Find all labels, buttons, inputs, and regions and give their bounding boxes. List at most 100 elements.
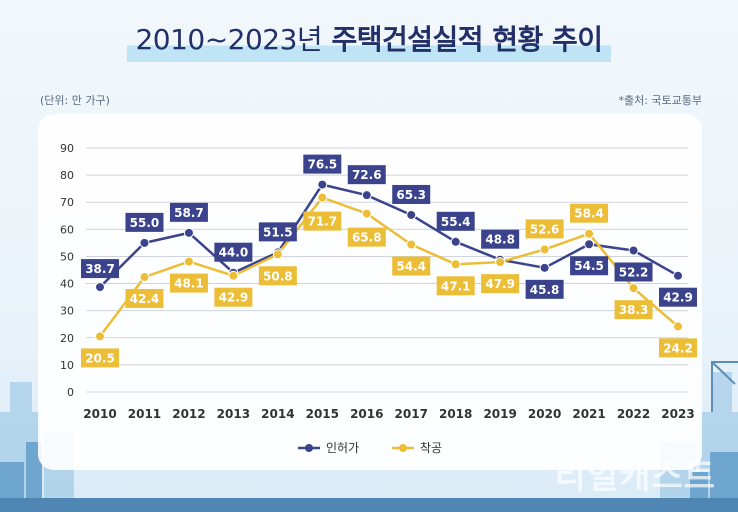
data-label-box [258, 266, 297, 286]
x-tick-label: 2022 [617, 407, 650, 421]
x-tick-label: 2013 [217, 407, 250, 421]
y-tick-label: 40 [60, 278, 74, 291]
data-point-start [584, 228, 595, 239]
data-label-box [347, 165, 386, 185]
x-tick-label: 2018 [439, 407, 472, 421]
data-point-start [183, 256, 194, 267]
data-label-text: 58.7 [174, 206, 204, 220]
data-label-start: 24.2 [659, 338, 697, 358]
data-point-permit [673, 270, 683, 281]
data-point-start [95, 331, 105, 342]
data-label-permit: 55.4 [436, 211, 475, 231]
data-point-start [228, 270, 239, 281]
data-point-start [673, 321, 683, 332]
legend-label: 착공 [420, 441, 442, 455]
line-chart: 0 10 20 30 40 50 60 70 80 90 2010 2011 2012 2013 2014 2… [60, 142, 697, 455]
data-label-text: 55.0 [130, 216, 160, 230]
data-label-box [392, 256, 431, 276]
chart-title: 2010~2023년 주택건설실적 현황 추이 [0, 18, 738, 62]
chart-panel: 0 10 20 30 40 50 60 70 80 90 2010 2011 2012 2013 2014 2… [38, 114, 702, 470]
data-point-permit [628, 245, 639, 256]
data-label-box [81, 259, 119, 279]
data-point-permit [361, 190, 372, 201]
data-label-text: 71.7 [308, 215, 338, 229]
data-label-start: 47.9 [481, 274, 520, 294]
data-label-text: 54.5 [574, 259, 604, 273]
x-tick-label: 2011 [128, 407, 161, 421]
x-tick-label: 2010 [83, 407, 116, 421]
y-tick-label: 10 [60, 359, 74, 372]
data-label-text: 54.4 [396, 260, 426, 274]
data-label-box [481, 229, 520, 249]
data-label-permit: 54.5 [570, 256, 609, 276]
data-label-start: 54.4 [392, 256, 431, 276]
data-label-permit: 48.8 [481, 229, 520, 249]
data-label-permit: 58.7 [169, 202, 208, 222]
y-tick-label: 60 [60, 223, 74, 236]
data-label-box [614, 300, 653, 320]
legend-swatch-dot [399, 444, 407, 452]
series-line-permit [99, 183, 679, 288]
series-line-start [98, 196, 679, 338]
data-label-box [570, 203, 609, 223]
data-label-text: 48.8 [485, 233, 515, 247]
data-point-permit [317, 179, 328, 190]
data-point-permit [539, 262, 550, 273]
data-label-permit: 72.6 [347, 165, 386, 185]
data-label-box [436, 211, 475, 231]
data-label-text: 42.4 [130, 292, 160, 306]
data-label-text: 76.5 [308, 158, 338, 172]
data-point-start [450, 259, 461, 270]
watermark-logo: 리얼캐스트 [554, 457, 716, 497]
title-period: 2010~2023년 [135, 23, 323, 56]
data-label-permit: 65.3 [392, 184, 431, 204]
data-label-box [570, 256, 609, 276]
data-label-box [525, 219, 564, 239]
data-point-permit [139, 237, 150, 248]
data-label-start: 65.8 [347, 227, 386, 247]
data-label-start: 52.6 [525, 219, 564, 239]
x-tick-label: 2015 [306, 407, 339, 421]
x-tick-label: 2021 [572, 407, 605, 421]
data-point-start [139, 272, 150, 283]
data-label-text: 24.2 [663, 341, 693, 355]
data-label-text: 72.6 [352, 168, 382, 182]
data-label-start: 50.8 [258, 266, 297, 286]
data-label-start: 71.7 [303, 211, 342, 231]
data-label-text: 47.1 [441, 279, 471, 293]
data-label-box [303, 154, 342, 174]
data-point-start [272, 249, 283, 260]
data-label-text: 58.4 [574, 207, 604, 221]
x-tick-label: 2020 [528, 407, 561, 421]
data-point-start [539, 244, 550, 255]
data-label-text: 52.6 [530, 222, 560, 236]
data-label-permit: 45.8 [525, 279, 564, 299]
data-label-box [436, 276, 475, 296]
data-point-permit [584, 239, 595, 250]
data-label-permit: 38.7 [81, 259, 119, 279]
x-tick-label: 2016 [350, 407, 383, 421]
title-main: 주택건설실적 현황 추이 [331, 23, 603, 56]
data-label-text: 20.5 [85, 351, 115, 365]
data-label-text: 38.7 [85, 262, 115, 276]
data-point-start [628, 283, 639, 294]
data-label-box [125, 289, 164, 309]
x-tick-label: 2023 [661, 407, 694, 421]
source-note: *출처: 국토교통부 [618, 94, 702, 107]
x-tick-label: 2019 [483, 407, 516, 421]
data-label-start: 47.1 [436, 276, 475, 296]
data-label-text: 42.9 [663, 291, 693, 305]
data-label-start: 58.4 [570, 203, 609, 223]
data-label-permit: 55.0 [125, 212, 164, 232]
data-label-permit: 51.5 [258, 222, 297, 242]
legend-label: 인허가 [326, 441, 359, 455]
data-label-box [81, 348, 119, 368]
data-label-text: 44.0 [219, 246, 249, 260]
data-label-permit: 42.9 [659, 287, 697, 307]
data-point-start [361, 208, 372, 219]
data-label-start: 42.4 [125, 289, 164, 309]
unit-note: (단위: 만 가구) [40, 94, 110, 107]
y-tick-label: 90 [60, 142, 74, 155]
y-tick-label: 70 [60, 196, 74, 209]
data-label-box [481, 274, 520, 294]
